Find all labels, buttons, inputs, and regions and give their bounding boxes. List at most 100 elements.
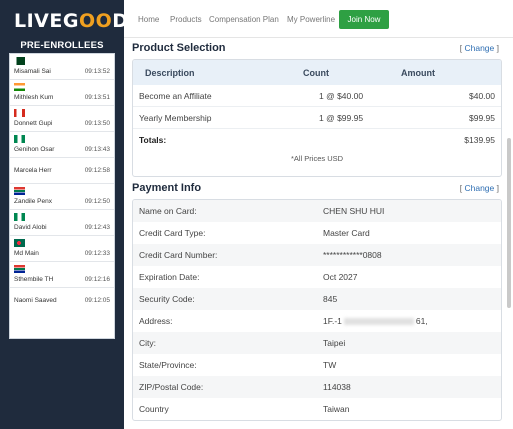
india-flag-icon <box>14 83 25 91</box>
product-amount: $40.00 <box>469 91 495 101</box>
list-item: Sthembile TH 09:12:16 <box>10 262 114 288</box>
product-table: Description Count Amount Become an Affil… <box>132 59 502 177</box>
pre-enrollees-list: Misamali Sai 09:13:52 Mithlesh Kum 09:13… <box>9 53 115 339</box>
expiration-date-value: Oct 2027 <box>323 272 358 282</box>
address-label: Address: <box>139 316 173 326</box>
table-row: State/Province: TW <box>133 354 501 376</box>
list-item: Marcela Herr 09:12:58 <box>10 158 114 184</box>
enrollee-time: 09:12:43 <box>84 224 110 231</box>
list-item: David Alobi 09:12:43 <box>10 210 114 236</box>
list-item: Zandile Penx 09:12:50 <box>10 184 114 210</box>
enrollee-time: 09:12:58 <box>84 167 110 174</box>
product-description: Yearly Membership <box>139 113 212 123</box>
enrollee-time: 09:13:51 <box>84 94 110 101</box>
table-row: Expiration Date: Oct 2027 <box>133 266 501 288</box>
enrollee-name: Md Main <box>14 250 39 257</box>
enrollee-name: Sthembile TH <box>14 276 54 283</box>
main-content: Product Selection [ Change ] Description… <box>124 38 513 429</box>
table-row: Yearly Membership 1 @ $99.95 $99.95 <box>133 107 501 129</box>
enrollee-time: 09:12:05 <box>84 297 110 304</box>
nigeria-flag-icon <box>14 135 25 143</box>
card-type-value: Master Card <box>323 228 370 238</box>
enrollee-name: Misamali Sai <box>14 68 51 75</box>
pakistan-flag-icon <box>14 57 25 65</box>
nigeria-flag-icon <box>14 213 25 221</box>
enrollee-name: Zandile Penx <box>14 198 52 205</box>
list-item: Genihon Osar 09:13:43 <box>10 132 114 158</box>
state-province-label: State/Province: <box>139 360 197 370</box>
product-description: Become an Affiliate <box>139 91 212 101</box>
payment-info-title: Payment Info <box>132 182 202 194</box>
nav-home-link[interactable]: Home <box>138 15 160 24</box>
security-code-label: Security Code: <box>139 294 195 304</box>
join-now-button[interactable]: Join Now <box>339 10 389 29</box>
product-selection-title: Product Selection <box>132 42 226 54</box>
name-on-card-value: CHEN SHU HUI <box>323 206 385 216</box>
table-row: City: Taipei <box>133 332 501 354</box>
top-nav: Home Products Compensation Plan My Power… <box>124 0 513 38</box>
amount-header: Amount <box>401 68 435 78</box>
table-row: Credit Card Type: Master Card <box>133 222 501 244</box>
redacted-address-blur <box>343 318 414 326</box>
product-change-link[interactable]: [ Change ] <box>459 43 499 53</box>
list-item: Donnett Gupi 09:13:50 <box>10 106 114 132</box>
totals-amount: $139.95 <box>464 135 495 145</box>
product-count: 1 @ $40.00 <box>319 91 364 101</box>
table-row: Become an Affiliate 1 @ $40.00 $40.00 <box>133 85 501 107</box>
product-table-header: Description Count Amount <box>133 60 501 85</box>
sidebar: LIVEG OO D PRE-ENROLLEES Misamali Sai 09:1… <box>0 0 128 429</box>
table-row: Address: 1F.-1 61, <box>133 310 501 332</box>
list-item: Md Main 09:12:33 <box>10 236 114 262</box>
product-count: 1 @ $99.95 <box>319 113 364 123</box>
list-item: Naomi Saaved 09:12:05 <box>10 288 114 314</box>
state-province-value: TW <box>323 360 337 370</box>
enrollee-time: 09:12:50 <box>84 198 110 205</box>
count-header: Count <box>303 68 329 78</box>
totals-label: Totals: <box>139 135 167 145</box>
livegood-logo[interactable]: LIVEG OO D <box>14 10 129 32</box>
enrollee-time: 09:13:50 <box>84 120 110 127</box>
enrollee-time: 09:13:52 <box>84 68 110 75</box>
pre-enrollees-title: PRE-ENROLLEES <box>20 40 104 51</box>
nav-my-powerline-link[interactable]: My Powerline <box>287 15 336 24</box>
bangladesh-flag-icon <box>14 239 25 247</box>
payment-change-link[interactable]: [ Change ] <box>459 183 499 193</box>
enrollee-name: Donnett Gupi <box>14 120 53 127</box>
enrollee-name: Genihon Osar <box>14 146 55 153</box>
list-item: Mithlesh Kum 09:13:51 <box>10 80 114 106</box>
name-on-card-label: Name on Card: <box>139 206 197 216</box>
city-value: Taipei <box>323 338 346 348</box>
enrollee-time: 09:12:33 <box>84 250 110 257</box>
south-africa-flag-icon <box>14 187 25 195</box>
product-amount: $99.95 <box>469 113 495 123</box>
scrollbar[interactable] <box>507 138 511 308</box>
canada-flag-icon <box>14 109 25 117</box>
country-value: Taiwan <box>323 404 350 414</box>
table-row: ZIP/Postal Code: 114038 <box>133 376 501 398</box>
postal-code-label: ZIP/Postal Code: <box>139 382 204 392</box>
card-number-value: ************0808 <box>323 250 382 260</box>
enrollee-time: 09:12:16 <box>84 276 110 283</box>
south-africa-flag-icon <box>14 265 25 273</box>
table-row: Name on Card: CHEN SHU HUI <box>133 200 501 222</box>
nav-compensation-plan-link[interactable]: Compensation Plan <box>209 15 279 24</box>
expiration-date-label: Expiration Date: <box>139 272 200 282</box>
card-type-label: Credit Card Type: <box>139 228 206 238</box>
table-row: Country Taiwan <box>133 398 501 420</box>
table-row: Credit Card Number: ************0808 <box>133 244 501 266</box>
address-value: 1F.-1 61, <box>323 316 428 326</box>
enrollee-name: Naomi Saaved <box>14 297 57 304</box>
country-label: Country <box>139 404 169 414</box>
nav-products-link[interactable]: Products <box>170 15 202 24</box>
prices-note: *All Prices USD <box>290 154 344 163</box>
enrollee-time: 09:13:43 <box>84 146 110 153</box>
postal-code-value: 114038 <box>323 382 351 392</box>
security-code-value: 845 <box>323 294 338 304</box>
list-item: Misamali Sai 09:13:52 <box>10 54 114 80</box>
card-number-label: Credit Card Number: <box>139 250 218 260</box>
city-label: City: <box>139 338 156 348</box>
enrollee-name: Marcela Herr <box>14 167 52 174</box>
enrollee-name: Mithlesh Kum <box>14 94 54 101</box>
description-header: Description <box>145 68 195 78</box>
enrollee-name: David Alobi <box>14 224 47 231</box>
